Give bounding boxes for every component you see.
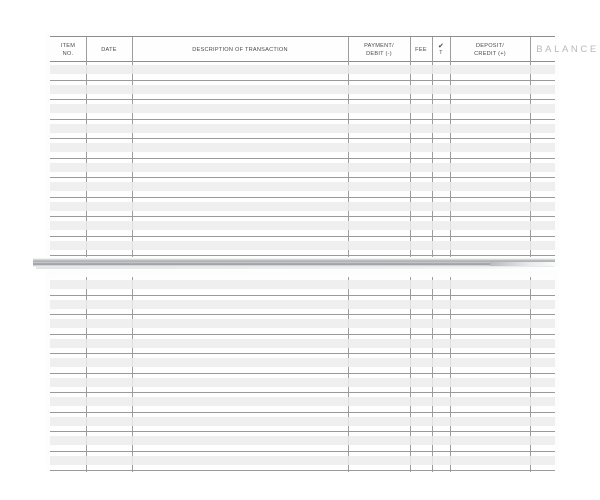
register-row[interactable]: [50, 338, 555, 348]
register-row-rule: [50, 372, 555, 374]
register-row[interactable]: [50, 201, 555, 211]
register-row-rule: [50, 431, 555, 432]
header-column-divider: [450, 37, 451, 63]
register-row[interactable]: [50, 65, 555, 74]
register-row[interactable]: [50, 455, 555, 465]
register-row-rule: [50, 196, 555, 198]
column-header-balance: BALANCE: [536, 44, 599, 56]
register-row-rule: [50, 353, 555, 354]
register-row-rule: [50, 216, 555, 217]
column-divider-date: [86, 277, 87, 472]
register-row-rule: [50, 235, 555, 237]
register-row[interactable]: [50, 377, 555, 387]
column-header-item_no: ITEM NO.: [60, 42, 76, 57]
register-row-rule: [50, 79, 555, 81]
register-row-rule: [50, 138, 555, 139]
register-row[interactable]: [50, 319, 555, 328]
register-row[interactable]: [50, 436, 555, 445]
header-column-divider: [132, 37, 133, 63]
header-column-divider: [432, 37, 433, 63]
header-column-divider: [410, 37, 411, 63]
register-row[interactable]: [50, 162, 555, 172]
register-row[interactable]: [50, 221, 555, 230]
register-row-rule: [50, 157, 555, 159]
column-divider-deposit_credit: [450, 277, 451, 472]
register-row-rule: [50, 177, 555, 178]
register-row[interactable]: [50, 240, 555, 250]
column-divider-balance: [530, 277, 531, 472]
register-row-rule: [50, 99, 555, 100]
binder-spine-shadow: [36, 267, 552, 269]
column-divider-description: [132, 277, 133, 472]
register-row[interactable]: [50, 299, 555, 309]
register-row[interactable]: [50, 84, 555, 94]
register-row-rule: [50, 392, 555, 393]
column-header-description: DESCRIPTION OF TRANSACTION: [192, 46, 288, 53]
column-header-check_t: ✔ T: [432, 37, 450, 63]
column-header-date: DATE: [101, 46, 117, 53]
column-header-deposit_credit: DEPOSIT/ CREDIT (+): [474, 42, 506, 57]
checkmark-icon: ✔: [437, 42, 445, 50]
header-column-divider: [530, 37, 531, 63]
column-divider-fee: [410, 277, 411, 472]
register-row[interactable]: [50, 397, 555, 406]
register-row-rule: [50, 470, 555, 471]
register-row-rule: [50, 118, 555, 120]
header-column-divider: [86, 37, 87, 63]
register-row[interactable]: [50, 182, 555, 191]
binder-spine: [33, 258, 555, 267]
upper-register-sheet: [50, 36, 555, 257]
column-divider-payment_debit: [348, 277, 349, 472]
register-row[interactable]: [50, 358, 555, 367]
register-row[interactable]: [50, 416, 555, 426]
header-column-divider: [348, 37, 349, 63]
register-row[interactable]: [50, 280, 555, 289]
register-row-rule: [50, 411, 555, 413]
register-row-rule: [50, 333, 555, 335]
register-row[interactable]: [50, 123, 555, 133]
column-divider-check_t: [432, 277, 433, 472]
column-header-check_t-label: T: [439, 49, 443, 56]
register-row[interactable]: [50, 143, 555, 152]
register-row-rule: [50, 294, 555, 296]
binder-spine-taper: [490, 262, 562, 266]
lower-register-sheet: [50, 277, 555, 472]
register-row-rule: [50, 314, 555, 315]
register-column-header: ITEM NO. DATE DESCRIPTION OF TRANSACTION PA…: [50, 36, 596, 63]
column-header-payment_debit: PAYMENT/ DEBIT (-): [364, 42, 394, 57]
register-row-rule: [50, 255, 555, 256]
column-header-fee: FEE: [415, 46, 427, 53]
register-row[interactable]: [50, 104, 555, 113]
register-row-rule: [50, 450, 555, 452]
